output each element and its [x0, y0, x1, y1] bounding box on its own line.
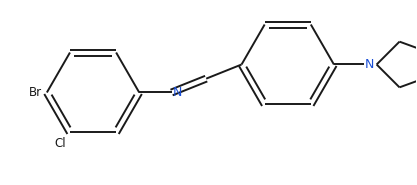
Text: Br: Br [29, 86, 42, 99]
Text: N: N [365, 58, 374, 71]
Text: Cl: Cl [55, 137, 66, 150]
Text: N: N [173, 86, 182, 99]
